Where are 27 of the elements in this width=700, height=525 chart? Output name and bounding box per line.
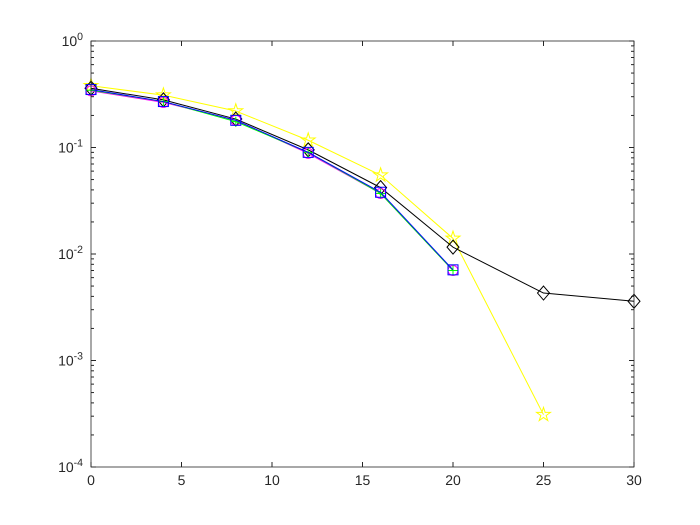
point (628, 294, 640, 309)
point (373, 167, 388, 182)
point (228, 103, 244, 118)
x-tick-label: 20 (445, 472, 461, 488)
x-tick-label: 30 (626, 472, 642, 488)
point (84, 78, 98, 92)
y-tick-label: 10$^{-1}$ (58, 138, 84, 156)
point (446, 230, 460, 245)
x-tick-label: 10 (264, 472, 280, 488)
point (537, 286, 550, 301)
y-tick-label: 10$^{0}$ (62, 31, 84, 49)
y-tick-label: 10$^{-4}$ (58, 457, 84, 475)
y-tick-label: 10$^{-3}$ (58, 350, 84, 368)
point (302, 142, 315, 158)
point (300, 132, 316, 147)
point (84, 80, 98, 96)
x-tick-label: 25 (536, 472, 552, 488)
point (156, 92, 170, 108)
point (374, 180, 388, 196)
point (156, 87, 171, 102)
x-tick-label: 5 (178, 472, 186, 488)
point (229, 112, 242, 127)
point (536, 406, 551, 422)
x-tick-label: 15 (354, 472, 370, 488)
y-tick-label: 10$^{-2}$ (58, 244, 84, 262)
point (446, 240, 460, 255)
x-tick-label: 0 (87, 472, 96, 488)
